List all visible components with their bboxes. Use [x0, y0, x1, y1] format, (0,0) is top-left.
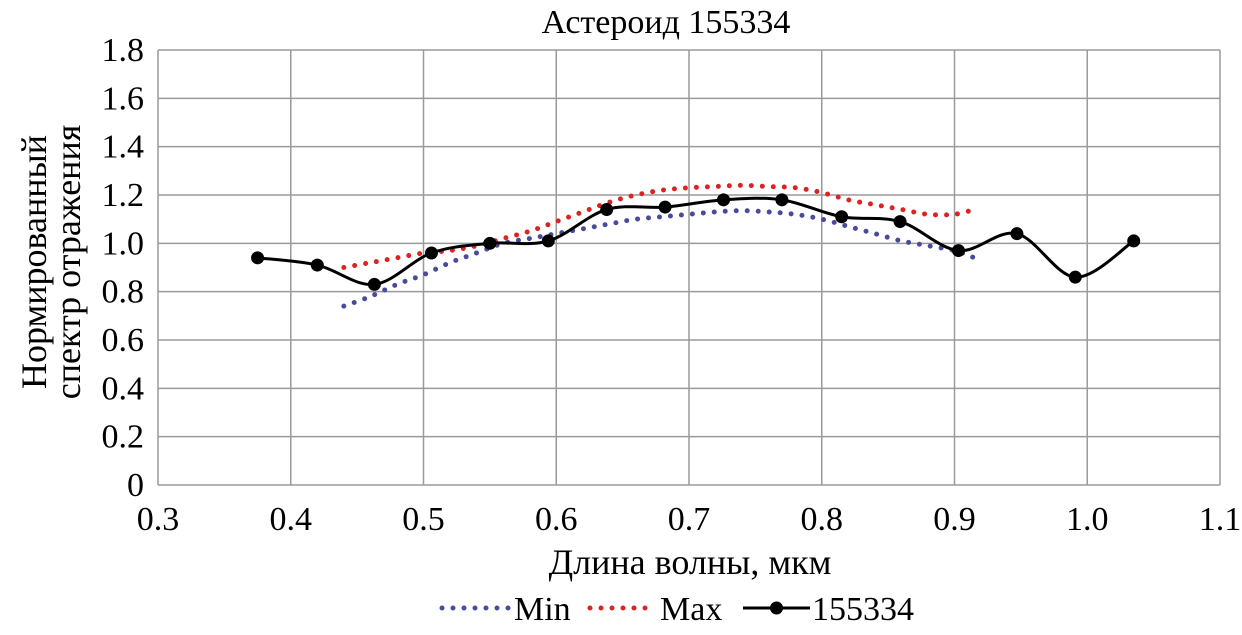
- legend-label: Min: [514, 591, 571, 628]
- x-tick-label: 0.4: [270, 501, 313, 538]
- x-tick-label: 0.6: [535, 501, 578, 538]
- data-point: [251, 251, 265, 265]
- data-point: [541, 234, 555, 248]
- data-point: [658, 200, 672, 214]
- legend: Min Max 155334: [439, 591, 914, 628]
- y-tick-label: 0: [127, 467, 144, 504]
- legend-marker: [770, 601, 783, 615]
- data-point: [1068, 270, 1082, 284]
- x-tick-label: 1.1: [1199, 501, 1242, 538]
- data-point: [1010, 227, 1024, 241]
- y-axis-label-line-2: спектр отражения: [48, 125, 88, 400]
- x-tick-label: 0.9: [933, 501, 976, 538]
- data-point: [600, 203, 614, 216]
- data-point: [367, 277, 381, 291]
- x-tick-label: 1.0: [1066, 501, 1109, 538]
- data-point: [424, 246, 438, 260]
- y-tick-label: 1.2: [102, 177, 145, 214]
- y-axis-label-line-1: Нормированный: [14, 135, 54, 389]
- x-axis-label: Длина волны, мкм: [549, 542, 832, 582]
- data-point: [310, 258, 324, 272]
- series-line-max: [341, 182, 977, 270]
- data-point: [775, 193, 789, 207]
- series-line-min: [341, 208, 977, 309]
- data-point: [1127, 234, 1141, 248]
- grid: [157, 49, 1221, 486]
- tick-labels: 0 0.2 0.4 0.6 0.8 1.0 1.2 1.4 1.6 1.8 0.3 0.4 0.5 0.6…: [102, 32, 1242, 538]
- y-tick-label: 0.2: [102, 419, 145, 456]
- x-tick-label: 0.5: [402, 501, 445, 538]
- legend-label: Max: [660, 591, 722, 628]
- data-point: [893, 215, 907, 229]
- y-tick-label: 0.4: [102, 370, 145, 407]
- chart-title: Астероид 155334: [542, 4, 791, 41]
- legend-label: 155334: [812, 591, 914, 628]
- data-point: [483, 236, 497, 250]
- data-point: [835, 210, 849, 224]
- y-tick-label: 1.0: [102, 225, 145, 262]
- x-tick-label: 0.8: [801, 501, 844, 538]
- series-line-155334: [257, 196, 1135, 286]
- y-axis-label: Нормированный спектр отражения: [14, 125, 88, 400]
- x-tick-label: 0.3: [137, 501, 180, 538]
- data-point: [951, 244, 965, 258]
- y-tick-label: 1.4: [102, 129, 145, 166]
- y-tick-label: 1.8: [102, 32, 145, 69]
- y-tick-label: 1.6: [102, 80, 145, 117]
- series-layer: [251, 182, 1141, 309]
- data-point: [717, 193, 731, 207]
- y-tick-label: 0.8: [102, 274, 145, 311]
- y-tick-label: 0.6: [102, 322, 145, 359]
- x-tick-label: 0.7: [668, 501, 711, 538]
